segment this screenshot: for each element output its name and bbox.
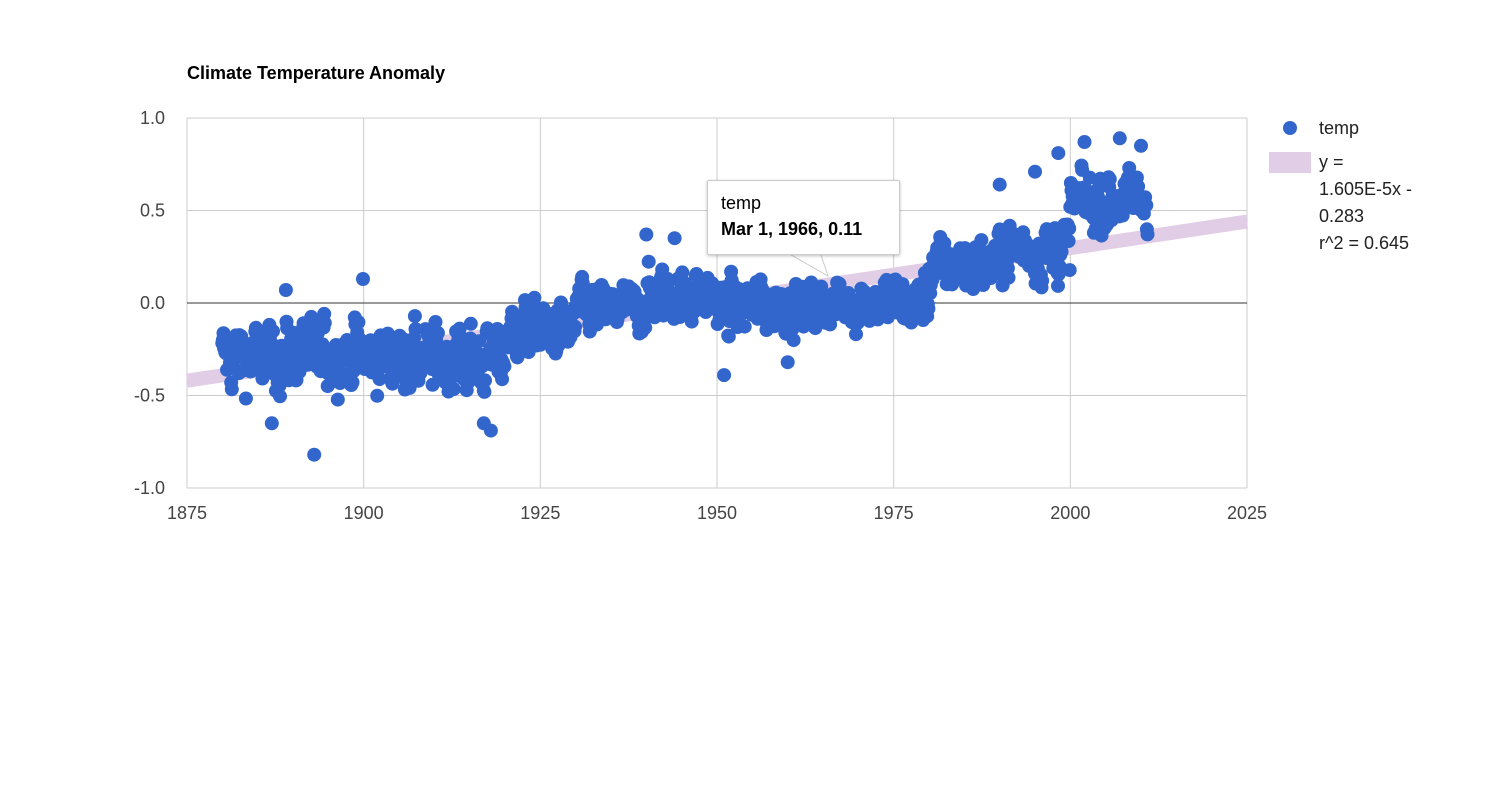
data-point[interactable] (307, 447, 322, 462)
tooltip-series-label: temp (721, 193, 762, 213)
data-point[interactable] (428, 315, 443, 329)
data-point[interactable] (472, 334, 487, 349)
data-point[interactable] (478, 373, 492, 388)
data-point[interactable] (1035, 273, 1050, 288)
data-point[interactable] (264, 416, 279, 431)
data-point[interactable] (345, 375, 360, 390)
data-point[interactable] (317, 315, 332, 330)
data-point[interactable] (1051, 146, 1066, 161)
data-point[interactable] (224, 382, 239, 397)
data-point[interactable] (1082, 170, 1097, 185)
data-point[interactable] (408, 322, 423, 337)
data-point[interactable] (832, 276, 847, 291)
data-point[interactable] (974, 233, 989, 248)
data-point[interactable] (568, 319, 583, 334)
x-tick-label: 2000 (1050, 503, 1090, 523)
legend: temp y = 1.605E-5x - 0.283 r^2 = 0.645 (1269, 118, 1412, 253)
data-point[interactable] (238, 391, 253, 406)
data-point[interactable] (527, 290, 542, 305)
data-point[interactable] (717, 368, 732, 383)
x-tick-label: 1950 (697, 503, 737, 523)
data-point[interactable] (1112, 131, 1127, 146)
y-tick-label: -1.0 (134, 478, 165, 498)
data-point[interactable] (278, 283, 293, 297)
data-point[interactable] (1051, 278, 1065, 293)
x-tick-label: 1975 (874, 503, 914, 523)
legend-trendline-line-2: 1.605E-5x - (1319, 179, 1412, 199)
data-point[interactable] (1062, 221, 1077, 236)
data-point[interactable] (476, 416, 491, 431)
data-point[interactable] (1001, 270, 1016, 285)
legend-marker-trendline (1269, 152, 1311, 173)
data-point[interactable] (721, 329, 736, 344)
x-tick-label: 1875 (167, 503, 207, 523)
data-point[interactable] (356, 272, 370, 286)
data-point[interactable] (641, 254, 656, 269)
x-tick-label: 1900 (344, 503, 384, 523)
data-point[interactable] (477, 384, 492, 399)
data-point[interactable] (1061, 234, 1076, 248)
data-point[interactable] (1134, 138, 1148, 153)
data-point[interactable] (841, 286, 856, 300)
data-point[interactable] (372, 372, 387, 387)
data-point[interactable] (737, 319, 752, 334)
data-point[interactable] (1062, 263, 1077, 278)
data-point[interactable] (1028, 164, 1042, 179)
data-point[interactable] (430, 326, 445, 340)
data-point[interactable] (497, 359, 512, 374)
legend-trendline-line-3: 0.283 (1319, 206, 1364, 226)
data-point[interactable] (463, 316, 478, 331)
legend-label-temp: temp (1319, 118, 1359, 138)
data-point[interactable] (407, 309, 422, 324)
data-point[interactable] (780, 355, 795, 370)
data-point[interactable] (638, 320, 653, 335)
legend-trendline-line-4: r^2 = 0.645 (1319, 233, 1409, 253)
y-tick-label: 1.0 (140, 108, 165, 128)
data-point[interactable] (796, 319, 811, 334)
x-axis-ticks: 1875 1900 1925 1950 1975 2000 2025 (167, 503, 1267, 523)
data-point[interactable] (1054, 244, 1069, 259)
data-point[interactable] (330, 392, 345, 407)
data-point[interactable] (667, 231, 682, 246)
data-point[interactable] (1122, 161, 1137, 175)
data-tooltip: temp Mar 1, 1966, 0.11 (707, 180, 900, 255)
data-point[interactable] (786, 333, 801, 348)
data-point[interactable] (495, 372, 510, 387)
tooltip-pointer (784, 251, 829, 278)
data-point[interactable] (370, 388, 385, 403)
y-axis-ticks: 1.0 0.5 0.0 -0.5 -1.0 (134, 108, 165, 498)
data-point[interactable] (351, 315, 366, 330)
y-tick-label: 0.5 (140, 201, 165, 221)
data-point[interactable] (446, 382, 461, 397)
data-point[interactable] (273, 389, 287, 404)
data-point[interactable] (992, 177, 1007, 192)
data-point[interactable] (814, 279, 829, 294)
x-tick-label: 1925 (520, 503, 560, 523)
data-point[interactable] (1139, 198, 1154, 213)
data-point[interactable] (264, 335, 279, 350)
data-point[interactable] (849, 327, 863, 342)
y-tick-label: -0.5 (134, 386, 165, 406)
data-point[interactable] (266, 324, 280, 339)
data-point[interactable] (639, 227, 654, 242)
y-tick-label: 0.0 (140, 293, 165, 313)
data-point[interactable] (1140, 227, 1155, 242)
data-point[interactable] (1131, 179, 1146, 194)
data-points[interactable] (215, 131, 1155, 462)
legend-marker-temp (1283, 121, 1297, 135)
legend-trendline-line-1: y = (1319, 152, 1344, 172)
data-point[interactable] (921, 301, 936, 316)
x-tick-label: 2025 (1227, 503, 1267, 523)
data-point[interactable] (1077, 135, 1092, 149)
tooltip-value: Mar 1, 1966, 0.11 (721, 219, 863, 239)
data-point[interactable] (1102, 172, 1117, 187)
chart-title: Climate Temperature Anomaly (187, 63, 445, 83)
